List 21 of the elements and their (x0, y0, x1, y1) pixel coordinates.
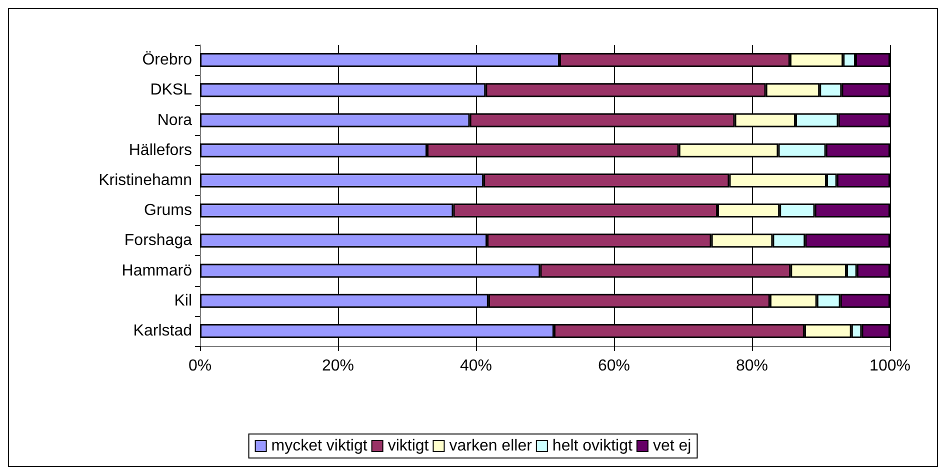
x-tick-label: 20% (322, 358, 354, 374)
legend-label: mycket viktigt (271, 438, 368, 454)
x-tick-label: 0% (188, 358, 212, 374)
y-tick-label: Kristinehamn (98, 172, 192, 189)
y-tick-label: Forshaga (124, 232, 192, 250)
x-tick-label: 60% (598, 358, 630, 374)
x-tick-label: 100% (870, 358, 910, 374)
y-tick-label: Grums (144, 202, 192, 220)
y-tick-label: Hammarö (122, 262, 192, 280)
legend-label: varken eller (449, 438, 533, 454)
x-tick-label: 40% (460, 358, 492, 374)
y-tick-label: Hällefors (128, 142, 192, 159)
y-tick-label: Karlstad (133, 322, 192, 340)
x-tick-label: 80% (736, 358, 768, 374)
y-tick-label: Örebro (142, 50, 192, 69)
legend-label: helt oviktigt (552, 438, 634, 454)
legend-label: vet ej (652, 438, 692, 454)
y-tick-label: DKSL (150, 82, 192, 99)
legend-label: viktigt (388, 438, 430, 454)
y-tick-label: Nora (157, 112, 192, 129)
y-tick-label: Kil (174, 292, 192, 310)
